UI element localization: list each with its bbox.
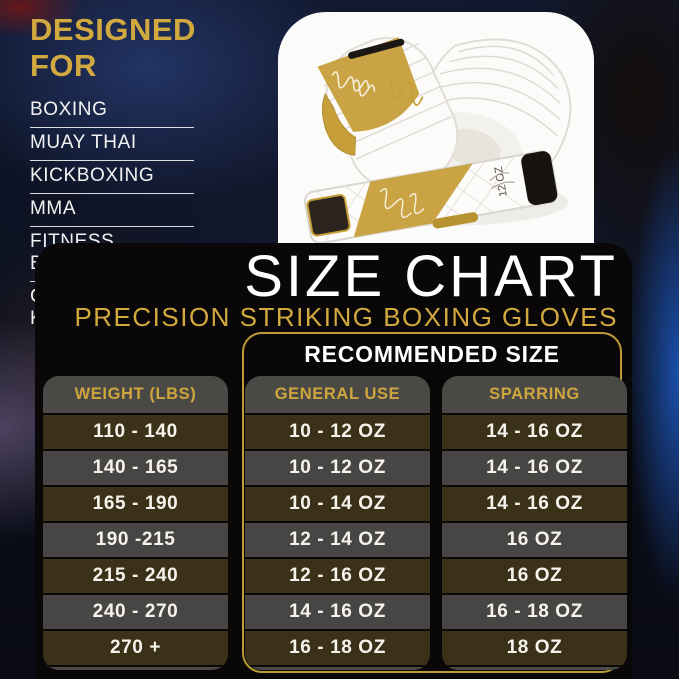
table-cell: 215 - 240 bbox=[43, 557, 228, 593]
designed-for-title: DESIGNED FOR bbox=[30, 12, 196, 83]
boxing-gloves-image: 12 OZ bbox=[303, 37, 572, 244]
size-chart-subtitle: PRECISION STRIKING BOXING GLOVES bbox=[74, 302, 618, 332]
table-cell: 140 - 165 bbox=[43, 449, 228, 485]
table-cell: 18 OZ bbox=[442, 629, 627, 665]
list-item: MUAY THAI bbox=[30, 128, 194, 161]
table-cell: 190 -215 bbox=[43, 521, 228, 557]
column-weight: WEIGHT (LBS) 110 - 140 140 - 165 165 - 1… bbox=[43, 376, 228, 670]
column-footer bbox=[43, 665, 228, 670]
column-header: WEIGHT (LBS) bbox=[43, 376, 228, 413]
list-item: MMA bbox=[30, 194, 194, 227]
size-chart-panel: SIZE CHART PRECISION STRIKING BOXING GLO… bbox=[35, 243, 632, 679]
table-cell: 16 - 18 OZ bbox=[442, 593, 627, 629]
recommended-size-label: RECOMMENDED SIZE bbox=[304, 341, 560, 367]
column-sparring: SPARRING 14 - 16 OZ 14 - 16 OZ 14 - 16 O… bbox=[442, 376, 627, 670]
column-header: SPARRING bbox=[442, 376, 627, 413]
table-cell: 14 - 16 OZ bbox=[442, 485, 627, 521]
product-photo-card: 12 OZ bbox=[278, 12, 594, 244]
table-cell: 16 OZ bbox=[442, 521, 627, 557]
table-cell: 270 + bbox=[43, 629, 228, 665]
list-item: KICKBOXING bbox=[30, 161, 194, 194]
table-cell: 14 - 16 OZ bbox=[442, 413, 627, 449]
size-chart-title: SIZE CHART bbox=[244, 244, 618, 309]
table-cell: 10 - 12 OZ bbox=[245, 413, 430, 449]
column-footer bbox=[245, 665, 430, 670]
list-item: BOXING bbox=[30, 95, 194, 128]
column-general-use: GENERAL USE 10 - 12 OZ 10 - 12 OZ 10 - 1… bbox=[245, 376, 430, 670]
table-cell: 165 - 190 bbox=[43, 485, 228, 521]
table-cell: 12 - 14 OZ bbox=[245, 521, 430, 557]
table-cell: 16 - 18 OZ bbox=[245, 629, 430, 665]
table-cell: 12 - 16 OZ bbox=[245, 557, 430, 593]
table-cell: 10 - 12 OZ bbox=[245, 449, 430, 485]
table-cell: 10 - 14 OZ bbox=[245, 485, 430, 521]
table-cell: 240 - 270 bbox=[43, 593, 228, 629]
table-cell: 14 - 16 OZ bbox=[442, 449, 627, 485]
column-footer bbox=[442, 665, 627, 670]
table-cell: 16 OZ bbox=[442, 557, 627, 593]
column-header: GENERAL USE bbox=[245, 376, 430, 413]
table-cell: 110 - 140 bbox=[43, 413, 228, 449]
table-cell: 14 - 16 OZ bbox=[245, 593, 430, 629]
